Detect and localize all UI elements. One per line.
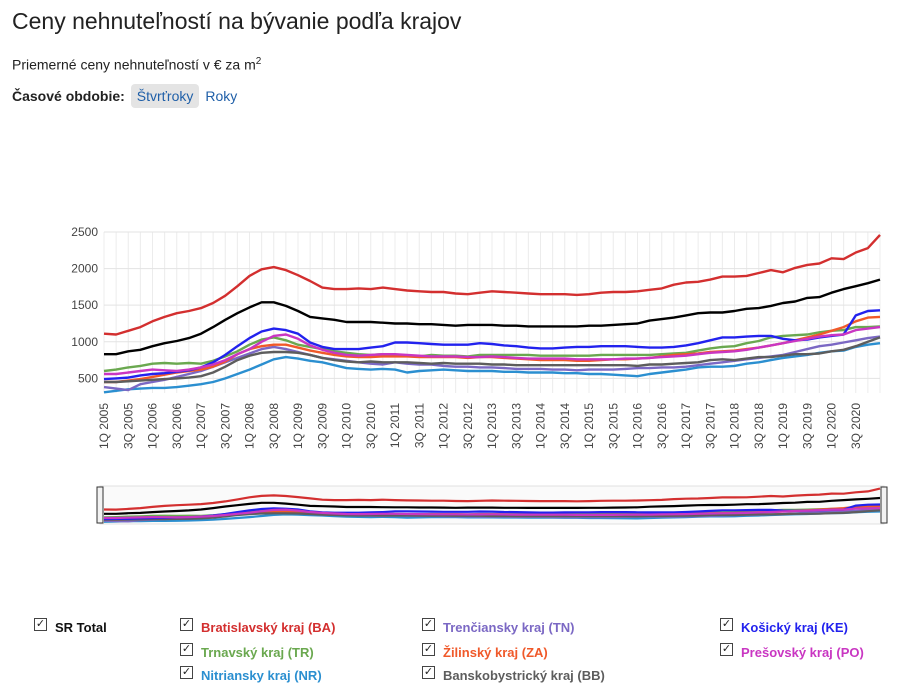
legend-checkbox[interactable]: ✓ bbox=[34, 618, 47, 631]
period-years-button[interactable]: Roky bbox=[205, 88, 238, 104]
series-line-0 bbox=[104, 278, 881, 356]
legend-item[interactable]: ✓ Bratislavský kraj (BA) bbox=[180, 618, 336, 635]
x-tick-label: 3Q 2006 bbox=[170, 403, 184, 449]
navigator-series-8 bbox=[104, 507, 881, 520]
x-tick-label: 1Q 2011 bbox=[388, 403, 402, 448]
x-tick-label: 3Q 2016 bbox=[655, 403, 669, 449]
series-line-3 bbox=[103, 342, 881, 394]
subtitle-text: Priemerné ceny nehnuteľností v € za m bbox=[12, 56, 256, 73]
series-line-2 bbox=[103, 325, 881, 373]
legend-label: Trenčiansky kraj (TN) bbox=[443, 620, 575, 635]
legend-label: Trnavský kraj (TR) bbox=[201, 645, 314, 660]
x-tick-label: 1Q 2012 bbox=[437, 403, 451, 449]
period-label: Časové obdobie: bbox=[12, 88, 125, 104]
x-tick-label: 3Q 2020 bbox=[849, 403, 863, 449]
x-tick-label: 1Q 2014 bbox=[534, 403, 548, 449]
period-quarters-button[interactable]: Štvrťroky bbox=[130, 84, 200, 108]
navigator-series-0 bbox=[104, 496, 881, 515]
legend-item[interactable]: ✓ Banskobystrický kraj (BB) bbox=[422, 666, 605, 683]
x-tick-label: 3Q 2018 bbox=[752, 403, 766, 449]
legend-item[interactable]: ✓ SR Total bbox=[34, 618, 107, 635]
legend-item[interactable]: ✓ Trnavský kraj (TR) bbox=[180, 643, 314, 660]
legend-item[interactable]: ✓ Košický kraj (KE) bbox=[720, 618, 848, 635]
x-tick-label: 1Q 2016 bbox=[631, 403, 645, 449]
x-tick-label: 3Q 2007 bbox=[218, 403, 232, 449]
legend-checkbox[interactable]: ✓ bbox=[720, 643, 733, 656]
navigator-series-1 bbox=[103, 487, 881, 511]
legend-item[interactable]: ✓ Nitriansky kraj (NR) bbox=[180, 666, 322, 683]
legend-item[interactable]: ✓ Žilinský kraj (ZA) bbox=[422, 643, 548, 660]
legend-label: Košický kraj (KE) bbox=[741, 620, 848, 635]
legend-label: Banskobystrický kraj (BB) bbox=[443, 668, 605, 683]
navigator-series-6 bbox=[104, 509, 881, 521]
legend-label: Bratislavský kraj (BA) bbox=[201, 620, 336, 635]
y-tick-label: 500 bbox=[78, 371, 98, 385]
legend-checkbox[interactable]: ✓ bbox=[422, 666, 435, 679]
y-tick-label: 2500 bbox=[71, 225, 98, 239]
chart-subtitle: Priemerné ceny nehnuteľností v € za m2 bbox=[12, 56, 261, 73]
x-tick-label: 1Q 2020 bbox=[825, 403, 839, 449]
period-selector: Časové obdobie: Štvrťroky Roky bbox=[12, 84, 243, 108]
legend-label: SR Total bbox=[55, 620, 107, 635]
x-tick-label: 1Q 2018 bbox=[728, 403, 742, 449]
x-tick-label: 1Q 2009 bbox=[291, 403, 305, 449]
x-tick-label: 1Q 2005 bbox=[97, 403, 111, 449]
legend-label: Žilinský kraj (ZA) bbox=[443, 645, 548, 660]
legend-label: Nitriansky kraj (NR) bbox=[201, 668, 322, 683]
page-title: Ceny nehnuteľností na bývanie podľa kraj… bbox=[12, 8, 462, 34]
subtitle-superscript: 2 bbox=[255, 56, 262, 67]
y-tick-label: 1500 bbox=[71, 298, 98, 312]
legend-checkbox[interactable]: ✓ bbox=[422, 618, 435, 631]
x-tick-label: 3Q 2009 bbox=[315, 403, 329, 449]
x-tick-label: 1Q 2015 bbox=[582, 403, 596, 449]
legend-checkbox[interactable]: ✓ bbox=[180, 618, 193, 631]
navigator-right-handle[interactable] bbox=[880, 486, 888, 524]
x-tick-label: 3Q 2011 bbox=[412, 403, 426, 448]
x-tick-label: 1Q 2007 bbox=[194, 403, 208, 449]
series-line-6 bbox=[104, 336, 881, 384]
x-tick-label: 1Q 2008 bbox=[243, 403, 257, 449]
legend-checkbox[interactable]: ✓ bbox=[720, 618, 733, 631]
x-tick-label: 3Q 2017 bbox=[703, 403, 717, 449]
legend-checkbox[interactable]: ✓ bbox=[422, 643, 435, 656]
navigator-series-7 bbox=[103, 503, 881, 521]
series-line-7 bbox=[103, 309, 881, 381]
x-tick-label: 1Q 2006 bbox=[146, 403, 160, 449]
x-tick-label: 1Q 2017 bbox=[679, 403, 693, 449]
legend-checkbox[interactable]: ✓ bbox=[180, 666, 193, 679]
x-tick-label: 3Q 2010 bbox=[364, 403, 378, 449]
x-tick-label: 3Q 2008 bbox=[267, 403, 281, 449]
x-tick-label: 1Q 2010 bbox=[340, 403, 354, 449]
navigator-left-handle[interactable] bbox=[96, 486, 104, 524]
x-tick-label: 1Q 2019 bbox=[776, 403, 790, 449]
x-tick-label: 3Q 2014 bbox=[558, 403, 572, 449]
x-tick-label: 3Q 2012 bbox=[461, 403, 475, 449]
legend-item[interactable]: ✓ Prešovský kraj (PO) bbox=[720, 643, 864, 660]
series-line-8 bbox=[104, 325, 881, 376]
legend-checkbox[interactable]: ✓ bbox=[180, 643, 193, 656]
x-tick-label: 1Q 2013 bbox=[485, 403, 499, 449]
x-tick-label: 3Q 2005 bbox=[121, 403, 135, 449]
series-line-1 bbox=[103, 234, 881, 336]
y-tick-label: 2000 bbox=[71, 262, 98, 276]
legend-item[interactable]: ✓ Trenčiansky kraj (TN) bbox=[422, 618, 575, 635]
price-line-chart: 500 1000 1500 2000 2500 1Q 2005 3Q 2005 1Q 2006… bbox=[71, 225, 888, 525]
x-tick-label: 3Q 2013 bbox=[509, 403, 523, 449]
x-tick-label: 3Q 2015 bbox=[606, 403, 620, 449]
x-tick-label: 3Q 2019 bbox=[800, 403, 814, 449]
y-tick-label: 1000 bbox=[71, 335, 98, 349]
legend-label: Prešovský kraj (PO) bbox=[741, 645, 864, 660]
